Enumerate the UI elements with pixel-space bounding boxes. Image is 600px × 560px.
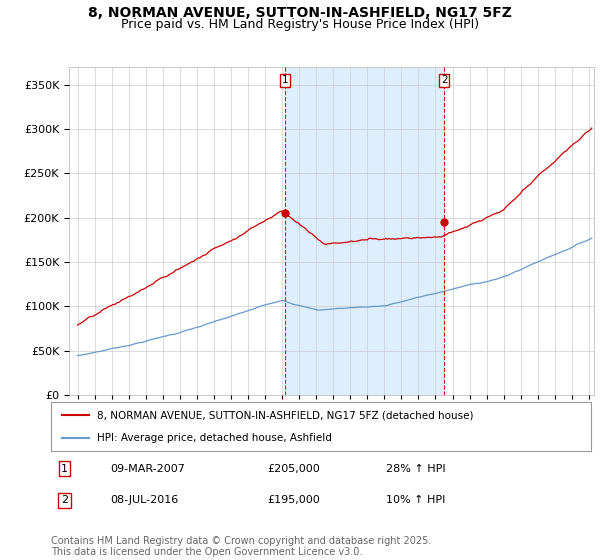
Text: 28% ↑ HPI: 28% ↑ HPI — [386, 464, 445, 474]
Text: 1: 1 — [282, 76, 289, 85]
Text: 2: 2 — [441, 76, 448, 85]
Text: 09-MAR-2007: 09-MAR-2007 — [110, 464, 185, 474]
Text: £195,000: £195,000 — [267, 495, 320, 505]
Text: 08-JUL-2016: 08-JUL-2016 — [110, 495, 179, 505]
Bar — [285, 67, 445, 395]
Text: £205,000: £205,000 — [267, 464, 320, 474]
Text: 10% ↑ HPI: 10% ↑ HPI — [386, 495, 445, 505]
Text: 2: 2 — [61, 495, 68, 505]
Text: HPI: Average price, detached house, Ashfield: HPI: Average price, detached house, Ashf… — [97, 433, 332, 444]
Text: Contains HM Land Registry data © Crown copyright and database right 2025.
This d: Contains HM Land Registry data © Crown c… — [51, 535, 431, 557]
Text: 8, NORMAN AVENUE, SUTTON-IN-ASHFIELD, NG17 5FZ: 8, NORMAN AVENUE, SUTTON-IN-ASHFIELD, NG… — [88, 6, 512, 20]
Text: Price paid vs. HM Land Registry's House Price Index (HPI): Price paid vs. HM Land Registry's House … — [121, 18, 479, 31]
Text: 8, NORMAN AVENUE, SUTTON-IN-ASHFIELD, NG17 5FZ (detached house): 8, NORMAN AVENUE, SUTTON-IN-ASHFIELD, NG… — [97, 410, 473, 421]
Text: 1: 1 — [61, 464, 68, 474]
